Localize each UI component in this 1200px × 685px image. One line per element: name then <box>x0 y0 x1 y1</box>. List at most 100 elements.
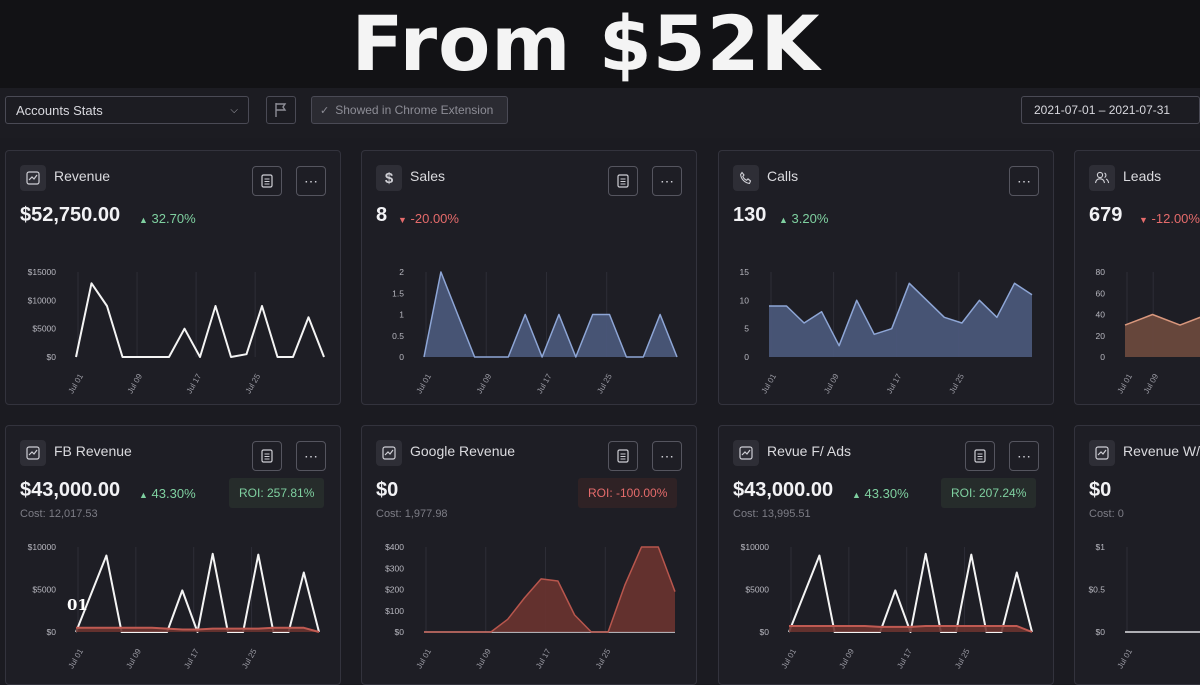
line-chart-icon <box>733 440 759 466</box>
notes-icon <box>261 174 273 188</box>
y-tick-label: $0 <box>47 352 57 362</box>
x-tick-label: Jul 01 <box>415 647 434 670</box>
y-tick-label: $5000 <box>32 324 56 334</box>
more-button[interactable]: ⋯ <box>652 166 682 196</box>
y-tick-label: $400 <box>385 542 404 552</box>
more-button[interactable]: ⋯ <box>296 441 326 471</box>
line-chart-icon <box>1089 440 1115 466</box>
calls-chart: Jul 01 Jul 09 Jul 17 Jul 25 0 5 10 15 <box>740 267 1033 395</box>
y-tick-label: 1.5 <box>392 288 404 298</box>
more-button[interactable]: ⋯ <box>1009 166 1039 196</box>
card-title: Calls <box>767 168 799 184</box>
more-icon: ⋯ <box>304 172 318 189</box>
cost-label: Cost: 13,995.51 <box>733 508 811 520</box>
revenue-w-chart: Jul 01 $0 $0.5 $1 <box>1088 542 1200 670</box>
series-line <box>75 282 325 358</box>
notes-icon <box>974 449 986 463</box>
notes-icon <box>261 449 273 463</box>
chrome-extension-toggle[interactable]: ✓ Showed in Chrome Extension <box>311 96 508 124</box>
y-tick-label: 2 <box>399 267 404 277</box>
x-tick-label: Jul 01 <box>67 372 86 395</box>
sales-chart: Jul 01 Jul 09 Jul 17 Jul 25 0 0.5 1 1.5 2 <box>392 267 678 395</box>
cost-label: Cost: 0 <box>1089 508 1124 520</box>
notes-button[interactable] <box>965 441 995 471</box>
y-tick-label: $0 <box>1096 627 1106 637</box>
x-tick-label: Jul 17 <box>185 372 204 395</box>
card-value: 8 <box>376 204 388 226</box>
x-tick-label: Jul 09 <box>124 647 143 670</box>
change-indicator: ▼ -12.00% <box>1139 211 1200 226</box>
fb-revenue-chart: Jul 01 Jul 09 Jul 17 Jul 25 $0 $5000 $10000 <box>28 542 320 670</box>
change-value: -20.00% <box>410 211 459 226</box>
cost-label: Cost: 1,977.98 <box>376 508 448 520</box>
y-tick-label: $10000 <box>741 542 770 552</box>
series-line <box>769 282 1033 347</box>
x-tick-label: Jul 17 <box>895 647 914 670</box>
flag-button[interactable] <box>266 96 296 124</box>
notes-button[interactable] <box>252 441 282 471</box>
series-line <box>423 271 678 358</box>
account-select[interactable]: Accounts Stats ⌵ <box>5 96 249 124</box>
card-title: Google Revenue <box>410 443 516 459</box>
y-tick-label: $100 <box>385 606 404 616</box>
x-tick-label: Jul 25 <box>953 647 972 670</box>
y-tick-label: $5000 <box>32 585 56 595</box>
change-indicator: ▲ 43.30% <box>852 486 909 501</box>
more-button[interactable]: ⋯ <box>296 166 326 196</box>
x-tick-label: Jul 17 <box>182 647 201 670</box>
x-tick-label: Jul 25 <box>244 372 263 395</box>
series-area <box>424 272 677 357</box>
change-indicator: ▲ 3.20% <box>779 211 828 226</box>
card-value: $43,000.00 <box>733 479 834 501</box>
google-revenue-chart: Jul 01 Jul 09 Jul 17 Jul 25 $0 $100 $200 $300 $4… <box>385 542 676 670</box>
card-fb-revenue: FB Revenue ⋯ $43,000.00 ▲ 43.30% ROI: 25… <box>5 425 341 685</box>
more-icon: ⋯ <box>660 447 674 464</box>
series-area <box>789 626 1032 632</box>
line-chart-icon <box>20 440 46 466</box>
date-range-picker[interactable]: 2021-07-01 – 2021-07-31 <box>1021 96 1200 124</box>
date-range-label: 2021-07-01 – 2021-07-31 <box>1034 103 1171 117</box>
more-button[interactable]: ⋯ <box>652 441 682 471</box>
y-tick-label: 5 <box>744 324 749 334</box>
x-tick-label: Jul 25 <box>947 372 966 395</box>
y-tick-label: 1 <box>399 310 404 320</box>
y-tick-label: $0 <box>760 627 770 637</box>
x-tick-label: Jul 17 <box>534 647 553 670</box>
line-chart-icon <box>20 165 46 191</box>
notes-button[interactable] <box>608 166 638 196</box>
card-leads: Leads 679 ▼ -12.00% Jul 01 Jul 09 0 20 40 60 8… <box>1074 150 1200 405</box>
card-value: 679 <box>1089 204 1123 226</box>
series-line <box>76 626 320 633</box>
check-icon: ✓ <box>320 104 330 117</box>
y-tick-label: $1 <box>1096 542 1106 552</box>
roi-badge: ROI: -100.00% <box>578 478 678 508</box>
notes-button[interactable] <box>252 166 282 196</box>
y-tick-label: 60 <box>1096 288 1106 298</box>
card-title: Sales <box>410 168 446 184</box>
more-button[interactable]: ⋯ <box>1009 441 1039 471</box>
y-tick-label: 0 <box>399 352 404 362</box>
x-tick-label: Jul 25 <box>595 372 614 395</box>
y-tick-label: $10000 <box>28 295 57 305</box>
card-value: $43,000.00 <box>20 479 121 501</box>
card-title: Revenue W/ <box>1123 443 1200 459</box>
cost-label: Cost: 12,017.53 <box>20 508 98 520</box>
card-title: Revue F/ Ads <box>767 443 852 459</box>
title-banner: From $52K <box>0 0 1200 88</box>
x-tick-label: Jul 01 <box>780 647 799 670</box>
card-revenue-w: Revenue W/ $0 Cost: 0 Jul 01 $0 $0.5 $1 <box>1074 425 1200 685</box>
arrow-up-icon: ▲ <box>852 490 861 500</box>
account-select-value: Accounts Stats <box>16 102 103 118</box>
y-tick-label: 10 <box>740 295 750 305</box>
y-tick-label: 0 <box>1100 352 1105 362</box>
flag-icon <box>275 103 287 117</box>
series-line <box>1124 313 1200 326</box>
y-tick-label: $200 <box>385 585 404 595</box>
more-icon: ⋯ <box>660 172 674 189</box>
notes-button[interactable] <box>608 441 638 471</box>
card-sales: $ Sales ⋯ 8 ▼ -20.00% Jul 01 Jul 09 Jul 17… <box>361 150 697 405</box>
card-value: $0 <box>376 479 399 501</box>
change-value: 43.30% <box>151 486 196 501</box>
series-line <box>788 552 1033 633</box>
x-tick-label: Jul 01 <box>760 372 779 395</box>
